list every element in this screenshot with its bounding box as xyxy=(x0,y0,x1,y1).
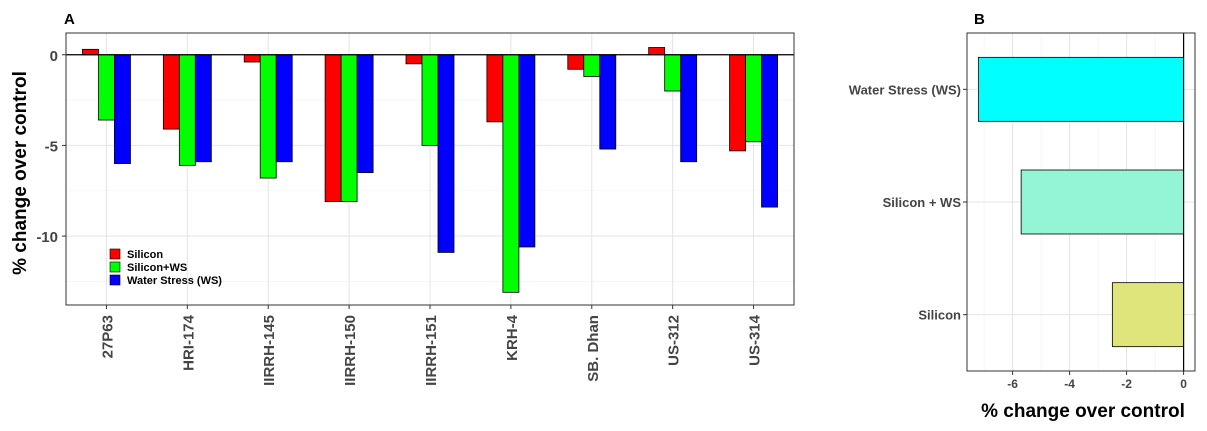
bar xyxy=(340,54,358,203)
bar xyxy=(275,54,293,163)
bar xyxy=(421,54,439,146)
panel-b-label: B xyxy=(974,11,985,28)
panel-b-x-axis-title: % change over control xyxy=(981,401,1185,422)
bar xyxy=(82,48,99,56)
legend-swatch xyxy=(109,261,121,273)
x-tick-label: US-312 xyxy=(666,315,683,366)
panel-b-x-tick-label: -2 xyxy=(1121,377,1132,391)
x-tick-label: SB. Dhan xyxy=(585,315,602,382)
panel-a-y-axis-title: % change over control xyxy=(10,71,31,275)
x-tick-label: IIRRH-151 xyxy=(423,315,440,386)
panel-b-x-tick-label: -6 xyxy=(1007,377,1018,391)
bar xyxy=(583,54,601,77)
bar xyxy=(599,54,617,150)
x-tick-label: US-314 xyxy=(747,314,764,366)
panel-a-y-tick-label: 0 xyxy=(50,48,58,65)
legend-label: Water Stress (WS) xyxy=(127,275,222,287)
bar xyxy=(486,54,504,123)
legend-swatch xyxy=(109,274,121,286)
x-tick-label: 27P63 xyxy=(99,315,116,358)
bar xyxy=(405,54,423,65)
panel-a-label: A xyxy=(64,11,75,28)
bar xyxy=(356,54,374,174)
bar xyxy=(648,47,666,56)
bar xyxy=(664,54,682,92)
bar xyxy=(729,54,746,152)
panel-a-y-tick-label: -5 xyxy=(45,138,58,155)
bar xyxy=(502,54,520,293)
bar xyxy=(162,54,180,130)
legend-label: Silicon xyxy=(127,249,163,261)
bar xyxy=(324,54,342,203)
panel-b-x-tick-label: -4 xyxy=(1064,377,1075,391)
y-tick-label: Water Stress (WS) xyxy=(849,82,961,97)
x-tick-label: HRI-174 xyxy=(180,314,197,371)
bar xyxy=(98,54,115,121)
x-tick-label: IIRRH-145 xyxy=(261,315,278,386)
panel-b-x-tick-label: 0 xyxy=(1180,377,1187,391)
bar xyxy=(518,54,536,248)
panel-a-y-tick-label: -10 xyxy=(36,229,58,246)
bar xyxy=(178,54,196,166)
bar xyxy=(194,54,212,163)
bar xyxy=(1020,169,1185,235)
bar xyxy=(680,54,698,163)
y-tick-label: Silicon xyxy=(918,308,961,323)
bar xyxy=(745,54,762,143)
bar xyxy=(259,54,277,179)
bar xyxy=(1111,282,1184,348)
x-tick-label: KRH-4 xyxy=(504,314,521,360)
bar xyxy=(243,54,261,63)
legend-swatch xyxy=(109,248,121,260)
bar xyxy=(567,54,585,70)
legend-label: Silicon+WS xyxy=(127,262,187,274)
x-tick-label: IIRRH-150 xyxy=(342,315,359,386)
bar xyxy=(114,54,131,164)
y-tick-label: Silicon + WS xyxy=(883,195,962,210)
bar xyxy=(978,56,1185,122)
bar xyxy=(761,54,778,208)
bar xyxy=(437,54,455,253)
